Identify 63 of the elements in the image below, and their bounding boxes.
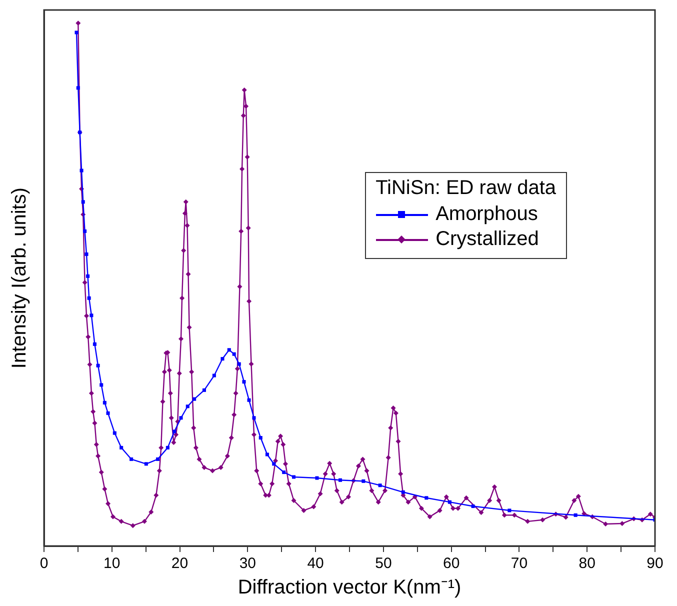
x-tick-label: 60 xyxy=(442,555,460,572)
point xyxy=(242,380,246,384)
point xyxy=(508,508,512,512)
x-tick-label: 40 xyxy=(307,555,324,572)
point xyxy=(186,404,190,408)
x-tick-label: 90 xyxy=(646,555,664,572)
y-axis-title: Intensity I(arb. units) xyxy=(8,187,31,369)
point xyxy=(87,296,91,300)
point xyxy=(92,342,96,346)
point xyxy=(90,314,94,318)
point xyxy=(83,229,87,233)
point xyxy=(272,462,276,466)
point xyxy=(212,374,216,378)
point xyxy=(252,416,256,420)
x-tick-label: 80 xyxy=(578,555,596,572)
x-tick-label: 50 xyxy=(375,555,392,572)
x-tick-label: 10 xyxy=(104,555,120,572)
point xyxy=(74,30,78,34)
point xyxy=(220,357,224,361)
point xyxy=(282,470,286,474)
x-axis-title: Diffraction vector K(nm⁻¹) xyxy=(238,576,462,599)
point xyxy=(378,484,382,488)
x-tick-label: 0 xyxy=(40,555,48,572)
legend-title: TiNiSn: ED raw data xyxy=(376,177,556,200)
point xyxy=(247,398,251,402)
point xyxy=(401,490,405,494)
point xyxy=(100,383,104,387)
point xyxy=(448,500,452,504)
point xyxy=(166,446,170,450)
point xyxy=(102,400,106,404)
point xyxy=(120,446,124,450)
point xyxy=(424,496,428,500)
point xyxy=(76,86,80,90)
x-tick-label: 20 xyxy=(171,555,188,572)
point xyxy=(179,416,183,420)
x-tick-label: 70 xyxy=(510,555,528,572)
point xyxy=(156,457,160,461)
point xyxy=(86,274,90,278)
point xyxy=(96,364,100,368)
point xyxy=(81,200,85,204)
point xyxy=(172,430,176,434)
point xyxy=(144,462,148,466)
point xyxy=(232,352,236,356)
point xyxy=(315,476,319,480)
point xyxy=(84,252,88,256)
point xyxy=(112,431,116,435)
legend-label: Amorphous xyxy=(436,203,538,226)
point xyxy=(265,452,269,456)
point xyxy=(227,348,231,352)
point xyxy=(80,168,84,172)
point xyxy=(192,397,196,401)
point xyxy=(362,479,366,483)
legend-label: Crystallized xyxy=(436,228,539,251)
point xyxy=(338,478,342,482)
point xyxy=(258,436,262,440)
x-tick-label: 30 xyxy=(239,555,256,572)
point xyxy=(130,457,134,461)
point xyxy=(574,513,578,517)
point xyxy=(202,388,206,392)
point xyxy=(237,362,241,366)
point xyxy=(106,411,110,415)
point xyxy=(292,475,296,479)
point xyxy=(471,504,475,508)
